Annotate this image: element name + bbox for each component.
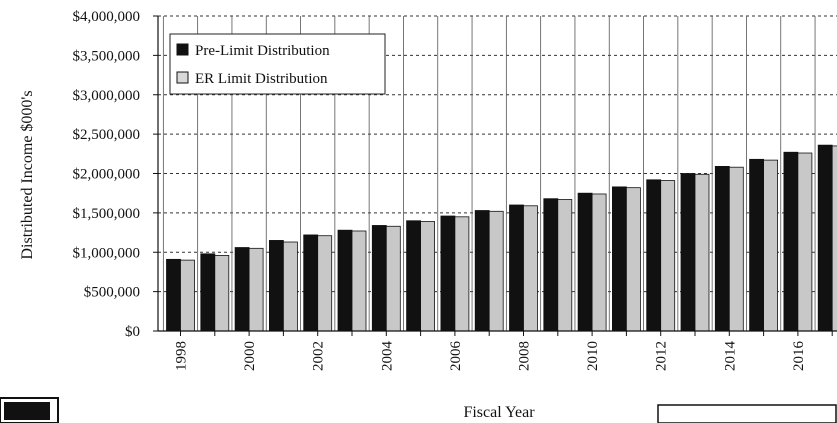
y-axis-title: Distributed Income $000's xyxy=(19,90,36,259)
bar-pre-limit xyxy=(268,240,284,332)
bar-er-limit xyxy=(797,152,813,332)
x-tick-label: 2004 xyxy=(379,341,395,372)
bar-pre-limit xyxy=(543,198,559,332)
bar-er-limit xyxy=(591,193,607,332)
y-tick-label: $3,500,000 xyxy=(73,48,141,64)
x-tick-label: 2008 xyxy=(517,341,533,371)
legend-box xyxy=(169,33,386,95)
legend: Pre-Limit Distribution ER Limit Distribu… xyxy=(169,33,386,95)
x-tick-labels: 1998 2000 2002 2004 2006 2008 2010 2012 2014 2016 xyxy=(174,341,807,372)
x-tick-label: 2006 xyxy=(448,341,464,372)
bar-pre-limit xyxy=(234,247,250,332)
bar-er-limit xyxy=(385,225,401,332)
x-axis-title: Fiscal Year xyxy=(463,404,535,421)
y-tick-labels: $0 $500,000 $1,000,000 $1,500,000 $2,000,000… xyxy=(73,9,141,340)
bar-pre-limit xyxy=(337,229,353,332)
bar-pre-limit xyxy=(646,179,662,332)
bar-pre-limit xyxy=(680,173,696,332)
y-tick-label: $500,000 xyxy=(84,285,140,301)
x-tick-label: 2012 xyxy=(654,341,670,371)
x-tick-label: 2002 xyxy=(311,341,327,371)
axes xyxy=(153,15,837,336)
legend-swatch-pre-limit xyxy=(176,43,189,56)
bottom-left-box-fill xyxy=(4,402,50,420)
bottom-right-box-decoration xyxy=(657,404,837,423)
y-tick-label: $1,000,000 xyxy=(73,245,141,261)
bar-er-limit xyxy=(351,230,367,332)
x-tick-label: 1998 xyxy=(174,341,190,371)
x-tick-label: 2014 xyxy=(722,341,738,372)
bar-er-limit xyxy=(763,159,778,332)
bar-er-limit xyxy=(454,216,470,332)
bar-er-limit xyxy=(420,221,436,332)
bar-pre-limit xyxy=(200,253,216,332)
bar-er-limit xyxy=(831,145,837,332)
bar-pre-limit xyxy=(371,225,387,332)
legend-label-pre-limit: Pre-Limit Distribution xyxy=(195,43,330,59)
x-tick-label: 2000 xyxy=(242,341,258,371)
y-tick-label: $2,500,000 xyxy=(73,127,141,143)
x-tick-label: 2010 xyxy=(585,341,601,371)
bar-er-limit xyxy=(523,205,538,332)
bar-pre-limit xyxy=(612,186,627,332)
bar-er-limit xyxy=(557,199,573,332)
y-tick-label: $4,000,000 xyxy=(73,9,141,25)
y-tick-label: $3,000,000 xyxy=(73,88,141,104)
bar-pre-limit xyxy=(783,151,799,332)
bar-pre-limit xyxy=(577,192,593,332)
bar-er-limit xyxy=(180,259,195,332)
bar-pre-limit xyxy=(714,166,730,332)
bar-pre-limit xyxy=(440,215,456,332)
bar-er-limit xyxy=(317,235,333,332)
bar-er-limit xyxy=(282,241,298,332)
legend-label-er-limit: ER Limit Distribution xyxy=(195,71,328,87)
y-tick-label: $1,500,000 xyxy=(73,206,141,222)
bar-er-limit xyxy=(694,173,710,332)
bar-pre-limit xyxy=(166,258,181,332)
bar-pre-limit xyxy=(817,144,833,332)
bars xyxy=(166,144,837,332)
bar-pre-limit xyxy=(474,210,490,332)
bar-er-limit xyxy=(214,254,230,332)
bar-er-limit xyxy=(728,166,744,332)
bar-er-limit xyxy=(626,187,641,332)
legend-swatch-er-limit xyxy=(176,71,189,84)
bar-er-limit xyxy=(248,247,264,332)
bar-pre-limit xyxy=(749,158,764,332)
bar-pre-limit xyxy=(406,220,422,332)
bar-er-limit xyxy=(660,180,676,332)
bar-pre-limit xyxy=(509,204,524,332)
bar-er-limit xyxy=(488,210,504,332)
y-tick-label: $0 xyxy=(125,324,140,340)
y-tick-label: $2,000,000 xyxy=(73,167,141,183)
bar-pre-limit xyxy=(303,234,319,332)
x-tick-label: 2016 xyxy=(791,341,807,372)
